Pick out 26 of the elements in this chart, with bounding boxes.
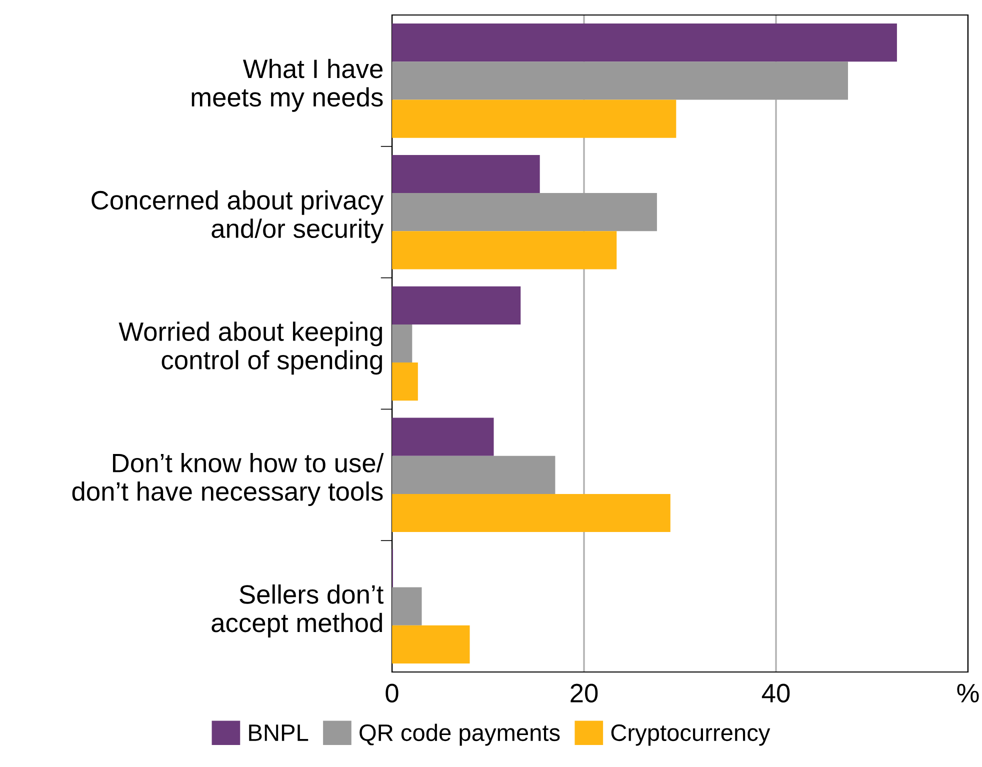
y-tick-label: Sellers don’t accept method	[212, 584, 384, 638]
bar	[392, 62, 848, 100]
x-tick-label: 0	[386, 684, 398, 702]
bar	[392, 193, 657, 232]
y-tick-label: Concerned about privacy and/or security	[92, 190, 384, 244]
legend-label: BNPL	[249, 724, 308, 741]
legend-label: Cryptocurrency	[611, 724, 770, 746]
x-tick-label: 20	[570, 684, 598, 702]
x-tick-label: 40	[762, 684, 790, 702]
bar	[392, 324, 412, 363]
bar	[392, 362, 418, 401]
bar	[392, 286, 521, 324]
y-tick-label: What I have meets my needs	[192, 58, 383, 112]
bar	[392, 625, 470, 664]
bar	[392, 100, 676, 138]
bar	[392, 456, 556, 494]
x-tick-label: %	[957, 684, 979, 702]
y-tick-label: Worried about keeping control of spending	[118, 322, 382, 375]
bar	[392, 587, 422, 626]
bar	[392, 154, 540, 194]
y-tick-label: Don’t know how to use/ don’t have necessary tools	[72, 453, 384, 506]
bar	[392, 231, 617, 270]
bar	[392, 418, 494, 456]
bar	[392, 494, 670, 532]
bar	[392, 24, 897, 62]
legend-label: QR code payments	[360, 724, 560, 746]
